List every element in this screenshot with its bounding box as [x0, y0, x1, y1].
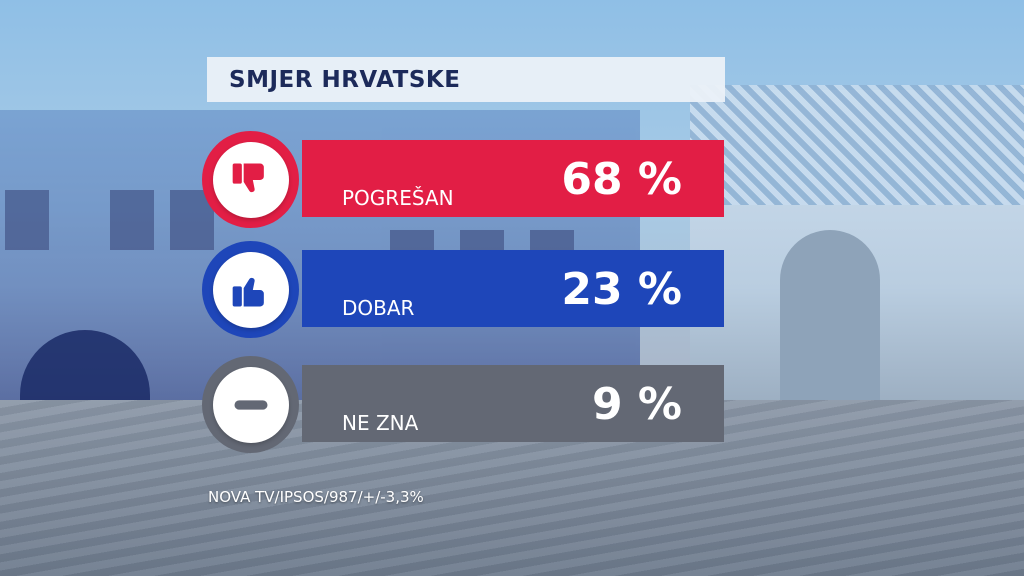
- bar-ne-zna: NE ZNA 9 %: [302, 365, 724, 442]
- bar-pogresan: POGREŠAN 68 %: [302, 140, 724, 217]
- category-label: POGREŠAN: [342, 186, 454, 210]
- circle-dobar: [202, 241, 299, 338]
- background-roof: [690, 85, 1024, 205]
- chart-title: SMJER HRVATSKE: [229, 66, 461, 93]
- title-bar: SMJER HRVATSKE: [207, 57, 725, 102]
- category-label: NE ZNA: [342, 411, 419, 435]
- minus-icon: [234, 399, 267, 410]
- background-arch: [780, 230, 880, 400]
- circle-pogresan: [202, 131, 299, 228]
- source-note: NOVA TV/IPSOS/987/+/-3,3%: [208, 488, 424, 506]
- thumbs-up-icon: [232, 277, 264, 306]
- value-label: 68 %: [561, 154, 682, 205]
- thumbs-down-icon: [232, 163, 264, 192]
- circle-ne-zna: [202, 356, 299, 453]
- value-label: 23 %: [561, 264, 682, 315]
- category-label: DOBAR: [342, 296, 415, 320]
- value-label: 9 %: [591, 379, 682, 430]
- bar-dobar: DOBAR 23 %: [302, 250, 724, 327]
